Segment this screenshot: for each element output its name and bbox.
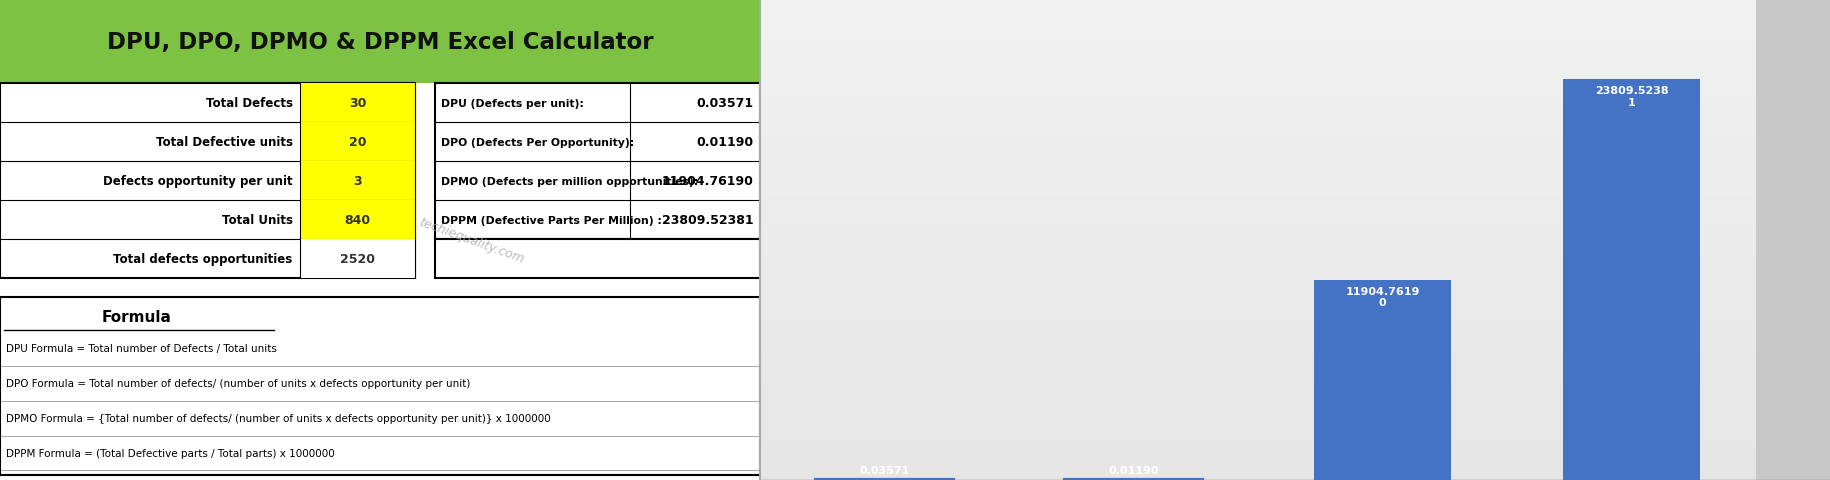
Text: 0.01190: 0.01190 bbox=[697, 136, 754, 149]
Bar bbox=[1755, 0, 1830, 480]
Text: 23809.5238
1: 23809.5238 1 bbox=[1594, 86, 1667, 108]
Text: 0.03571: 0.03571 bbox=[697, 97, 754, 110]
Bar bbox=[434, 84, 759, 240]
Text: 0.01190: 0.01190 bbox=[1107, 465, 1158, 475]
Text: Total Units: Total Units bbox=[221, 214, 293, 227]
Text: DPMO (Defects per million opportunities):: DPMO (Defects per million opportunities)… bbox=[441, 176, 697, 186]
Text: DPPM Formula = (Total Defective parts / Total parts) x 1000000: DPPM Formula = (Total Defective parts / … bbox=[5, 448, 335, 458]
Bar bbox=[300, 240, 415, 278]
Text: DPU, DPO, DPMO & DPPM Excel Calculator: DPU, DPO, DPMO & DPPM Excel Calculator bbox=[106, 31, 653, 53]
Text: Total Defective units: Total Defective units bbox=[156, 136, 293, 149]
Text: 3: 3 bbox=[353, 175, 362, 188]
Text: 20: 20 bbox=[350, 136, 366, 149]
Bar bbox=[434, 240, 759, 278]
Text: 23809.52381: 23809.52381 bbox=[662, 214, 754, 227]
Text: 840: 840 bbox=[344, 214, 370, 227]
Bar bbox=[300, 201, 415, 240]
Bar bbox=[300, 84, 415, 123]
Text: Total Defects: Total Defects bbox=[205, 97, 293, 110]
Bar bbox=[1563, 80, 1700, 480]
Text: 2520: 2520 bbox=[340, 252, 375, 265]
Bar bbox=[0, 84, 415, 278]
Bar bbox=[0, 0, 759, 84]
Bar bbox=[0, 298, 759, 475]
Bar bbox=[1314, 280, 1451, 480]
Text: Defects opportunity per unit: Defects opportunity per unit bbox=[102, 175, 293, 188]
Text: 0.03571: 0.03571 bbox=[858, 465, 910, 475]
Text: DPO Formula = Total number of defects/ (number of units x defects opportunity pe: DPO Formula = Total number of defects/ (… bbox=[5, 378, 470, 388]
Bar bbox=[300, 123, 415, 162]
Text: 11904.76190: 11904.76190 bbox=[662, 175, 754, 188]
Text: Formula: Formula bbox=[102, 310, 172, 324]
Text: techiequality.com: techiequality.com bbox=[417, 215, 525, 265]
Text: 30: 30 bbox=[350, 97, 366, 110]
Text: DPMO Formula = {Total number of defects/ (number of units x defects opportunity : DPMO Formula = {Total number of defects/… bbox=[5, 413, 551, 423]
Bar bbox=[300, 162, 415, 201]
Text: DPU Formula = Total number of Defects / Total units: DPU Formula = Total number of Defects / … bbox=[5, 344, 276, 354]
Text: DPO (Defects Per Opportunity):: DPO (Defects Per Opportunity): bbox=[441, 137, 633, 147]
Text: Total defects opportunities: Total defects opportunities bbox=[113, 252, 293, 265]
Text: DPU (Defects per unit):: DPU (Defects per unit): bbox=[441, 98, 584, 108]
Text: DPPM (Defective Parts Per Million) :: DPPM (Defective Parts Per Million) : bbox=[441, 215, 661, 225]
Text: 11904.7619
0: 11904.7619 0 bbox=[1345, 286, 1418, 308]
